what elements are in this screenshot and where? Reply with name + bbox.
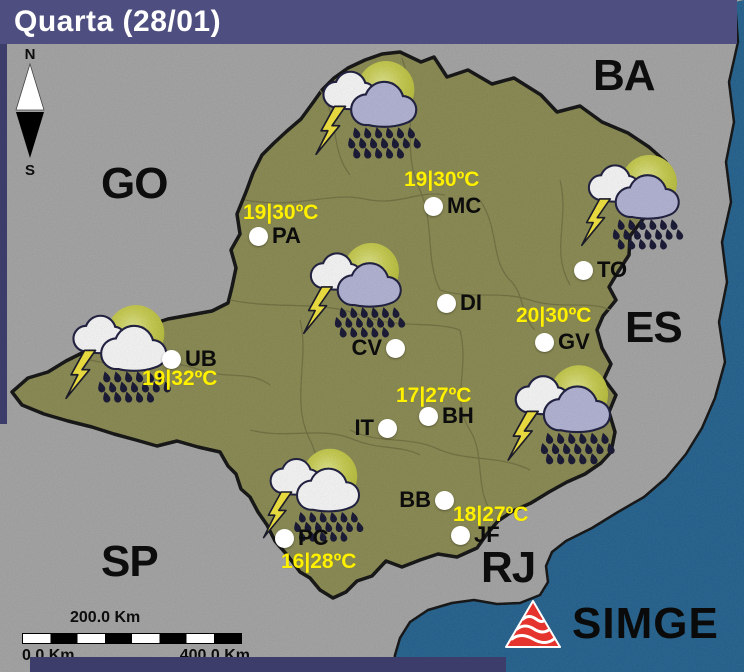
city-dot	[249, 227, 268, 246]
city-dot	[435, 491, 454, 510]
scale-bar-segments	[22, 633, 242, 644]
city-code: JF	[474, 522, 500, 547]
city-marker-mc: MC	[424, 193, 481, 218]
bottom-edge-strip	[30, 657, 506, 672]
temp-label-pc: 16|28ºC	[281, 550, 357, 573]
city-dot	[574, 261, 593, 280]
city-code: BB	[399, 487, 431, 512]
compass-north-arrow-icon	[15, 62, 45, 111]
state-label-es: ES	[625, 303, 683, 352]
city-dot	[275, 529, 294, 548]
city-dot	[437, 294, 456, 313]
simge-triangle-icon	[505, 600, 561, 648]
compass-north-label: N	[25, 46, 36, 63]
city-code: DI	[460, 290, 482, 315]
city-code: IT	[354, 415, 374, 440]
city-marker-di: DI	[437, 290, 482, 315]
compass-south-arrow-icon	[16, 112, 44, 158]
city-marker-it: IT	[354, 415, 397, 440]
temp-label-jf: 18|27ºC	[453, 503, 529, 526]
state-label-sp: SP	[101, 537, 159, 586]
city-dot	[419, 407, 438, 426]
title-bar: Quarta (28/01)	[0, 0, 737, 44]
simge-logo: SIMGE	[504, 598, 719, 650]
city-dot	[535, 333, 554, 352]
scale-mid-label: 200.0 Km	[70, 609, 141, 626]
city-dot	[451, 526, 470, 545]
simge-logo-text: SIMGE	[572, 599, 719, 648]
city-marker-pc: PC	[275, 525, 329, 550]
city-marker-jf: JF	[451, 522, 500, 547]
city-dot	[386, 339, 405, 358]
city-code: PA	[272, 223, 301, 248]
page-title: Quarta (28/01)	[14, 5, 222, 38]
left-edge-strip	[0, 44, 7, 424]
city-marker-pa: PA	[249, 223, 301, 248]
city-code: MC	[447, 193, 482, 218]
city-marker-bh: BH	[419, 403, 474, 428]
city-dot	[378, 419, 397, 438]
city-marker-ub: UB	[162, 346, 217, 371]
city-code: UB	[185, 346, 217, 371]
city-dot	[162, 350, 181, 369]
city-marker-bb: BB	[399, 487, 454, 512]
city-code: GV	[558, 329, 590, 354]
city-code: CV	[351, 335, 382, 360]
state-label-go: GO	[101, 159, 168, 208]
compass-rose: N S	[6, 46, 54, 183]
state-label-rj: RJ	[481, 543, 536, 592]
temp-label-pa: 19|30ºC	[243, 201, 319, 224]
temp-label-bh: 17|27ºC	[396, 384, 472, 407]
city-code: TO	[597, 257, 628, 282]
city-code: BH	[442, 403, 474, 428]
compass-south-label: S	[25, 162, 35, 178]
state-label-ba: BA	[593, 51, 656, 100]
city-code: PC	[298, 525, 329, 550]
city-marker-cv: CV	[351, 335, 405, 360]
temp-label-mc: 19|30ºC	[404, 168, 480, 191]
temp-label-gv: 20|30ºC	[516, 304, 592, 327]
city-dot	[424, 197, 443, 216]
city-marker-gv: GV	[535, 329, 590, 354]
temp-label-ub: 19|32ºC	[142, 367, 218, 390]
city-marker-to: TO	[574, 257, 627, 282]
